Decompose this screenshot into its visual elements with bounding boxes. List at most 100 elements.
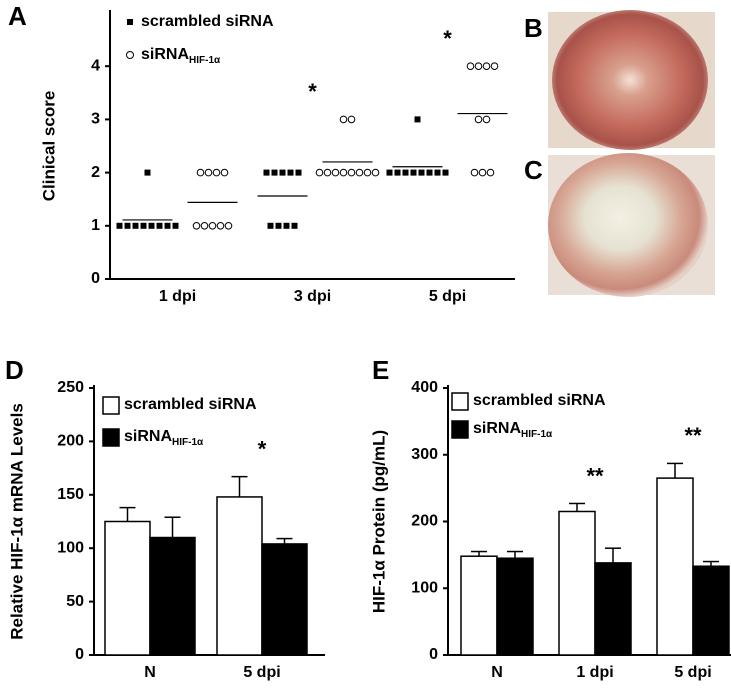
panel-label: C bbox=[524, 155, 543, 185]
legend-label: scrambled siRNA bbox=[124, 396, 257, 413]
bar bbox=[496, 557, 534, 656]
dot bbox=[355, 168, 364, 177]
y-tick-label: 1 bbox=[91, 217, 100, 234]
legend-label: siRNAHIF-1α bbox=[473, 420, 553, 439]
y-tick-label: 100 bbox=[57, 539, 84, 556]
legend-name: siRNA bbox=[473, 420, 521, 437]
dot bbox=[279, 169, 286, 176]
dot bbox=[414, 116, 421, 123]
dot bbox=[442, 169, 449, 176]
dot bbox=[144, 169, 151, 176]
dot bbox=[470, 168, 479, 177]
y-axis-label: Clinical score bbox=[39, 91, 58, 202]
dot bbox=[148, 222, 155, 229]
legend-swatch bbox=[102, 428, 120, 447]
y-tick-label: 4 bbox=[91, 57, 100, 74]
legend-subscript: HIF-1α bbox=[521, 429, 553, 440]
legend-swatch bbox=[451, 392, 469, 411]
y-axis-label: Relative HIF-1α mRNA Levels bbox=[7, 403, 26, 640]
legend-name: scrambled siRNA bbox=[141, 13, 274, 30]
y-tick-label: 400 bbox=[411, 379, 438, 396]
dot bbox=[347, 168, 356, 177]
dot bbox=[263, 169, 270, 176]
legend-marker bbox=[126, 51, 134, 59]
dot bbox=[490, 62, 499, 70]
dot bbox=[196, 168, 205, 177]
dot bbox=[371, 168, 380, 177]
dot bbox=[434, 169, 441, 176]
dot bbox=[323, 168, 332, 177]
legend-label: scrambled siRNA bbox=[141, 13, 274, 30]
dot bbox=[482, 62, 491, 70]
x-tick-label: 5 dpi bbox=[243, 664, 280, 681]
y-tick-label: 50 bbox=[66, 593, 84, 610]
dot bbox=[331, 168, 340, 177]
significance-marker: * bbox=[443, 26, 452, 51]
y-tick-label: 250 bbox=[57, 379, 84, 396]
dot bbox=[418, 169, 425, 176]
significance-marker: * bbox=[308, 79, 317, 104]
dot bbox=[140, 222, 147, 229]
y-tick-label: 3 bbox=[91, 111, 100, 128]
dot bbox=[271, 169, 278, 176]
dot bbox=[474, 115, 483, 124]
dot bbox=[339, 168, 348, 177]
legend-subscript: HIF-1α bbox=[189, 55, 221, 66]
x-tick-label: 1 dpi bbox=[576, 664, 613, 681]
legend-label: siRNAHIF-1α bbox=[141, 46, 221, 65]
y-tick-label: 0 bbox=[75, 646, 84, 663]
bar bbox=[104, 520, 151, 656]
legend-swatch bbox=[451, 420, 469, 439]
legend-label: scrambled siRNA bbox=[473, 392, 606, 409]
panel-label: A bbox=[8, 1, 27, 31]
significance-marker: ** bbox=[684, 423, 702, 448]
dot bbox=[172, 222, 179, 229]
dot bbox=[132, 222, 139, 229]
significance-marker: * bbox=[258, 436, 267, 461]
bar bbox=[216, 496, 263, 656]
legend-swatch bbox=[102, 396, 120, 415]
y-tick-label: 200 bbox=[57, 433, 84, 450]
y-tick-label: 2 bbox=[91, 164, 100, 181]
dot bbox=[339, 115, 348, 124]
x-tick-label: N bbox=[144, 664, 156, 681]
y-tick-label: 200 bbox=[411, 513, 438, 530]
dot bbox=[224, 222, 233, 230]
dot bbox=[116, 222, 123, 229]
y-tick-label: 300 bbox=[411, 446, 438, 463]
bar bbox=[558, 510, 596, 656]
bar bbox=[692, 565, 730, 656]
dot bbox=[124, 222, 131, 229]
dot bbox=[482, 115, 491, 124]
y-tick-label: 100 bbox=[411, 579, 438, 596]
x-tick-label: 1 dpi bbox=[159, 288, 196, 305]
y-axis-label: HIF-1α Protein (pg/mL) bbox=[369, 430, 388, 613]
dot bbox=[466, 62, 475, 70]
dot bbox=[204, 168, 213, 177]
legend-name: scrambled siRNA bbox=[473, 392, 606, 409]
legend-name: siRNA bbox=[141, 46, 189, 63]
dot bbox=[267, 222, 274, 229]
panel-label: E bbox=[372, 355, 389, 385]
legend-label: siRNAHIF-1α bbox=[124, 428, 204, 447]
dot bbox=[315, 168, 324, 177]
legend-subscript: HIF-1α bbox=[172, 437, 204, 448]
y-tick-label: 0 bbox=[91, 270, 100, 287]
legend-name: siRNA bbox=[124, 428, 172, 445]
dot bbox=[291, 222, 298, 229]
bar bbox=[261, 543, 308, 656]
dot bbox=[216, 222, 225, 230]
eye-photo bbox=[552, 10, 708, 150]
dot bbox=[394, 169, 401, 176]
dot bbox=[402, 169, 409, 176]
legend-name: scrambled siRNA bbox=[124, 396, 257, 413]
panel-label: D bbox=[5, 355, 24, 385]
dot bbox=[212, 168, 221, 177]
dot bbox=[275, 222, 282, 229]
panel-label: B bbox=[524, 13, 543, 43]
bar bbox=[460, 555, 498, 656]
dot bbox=[386, 169, 393, 176]
dot bbox=[426, 169, 433, 176]
dot bbox=[283, 222, 290, 229]
